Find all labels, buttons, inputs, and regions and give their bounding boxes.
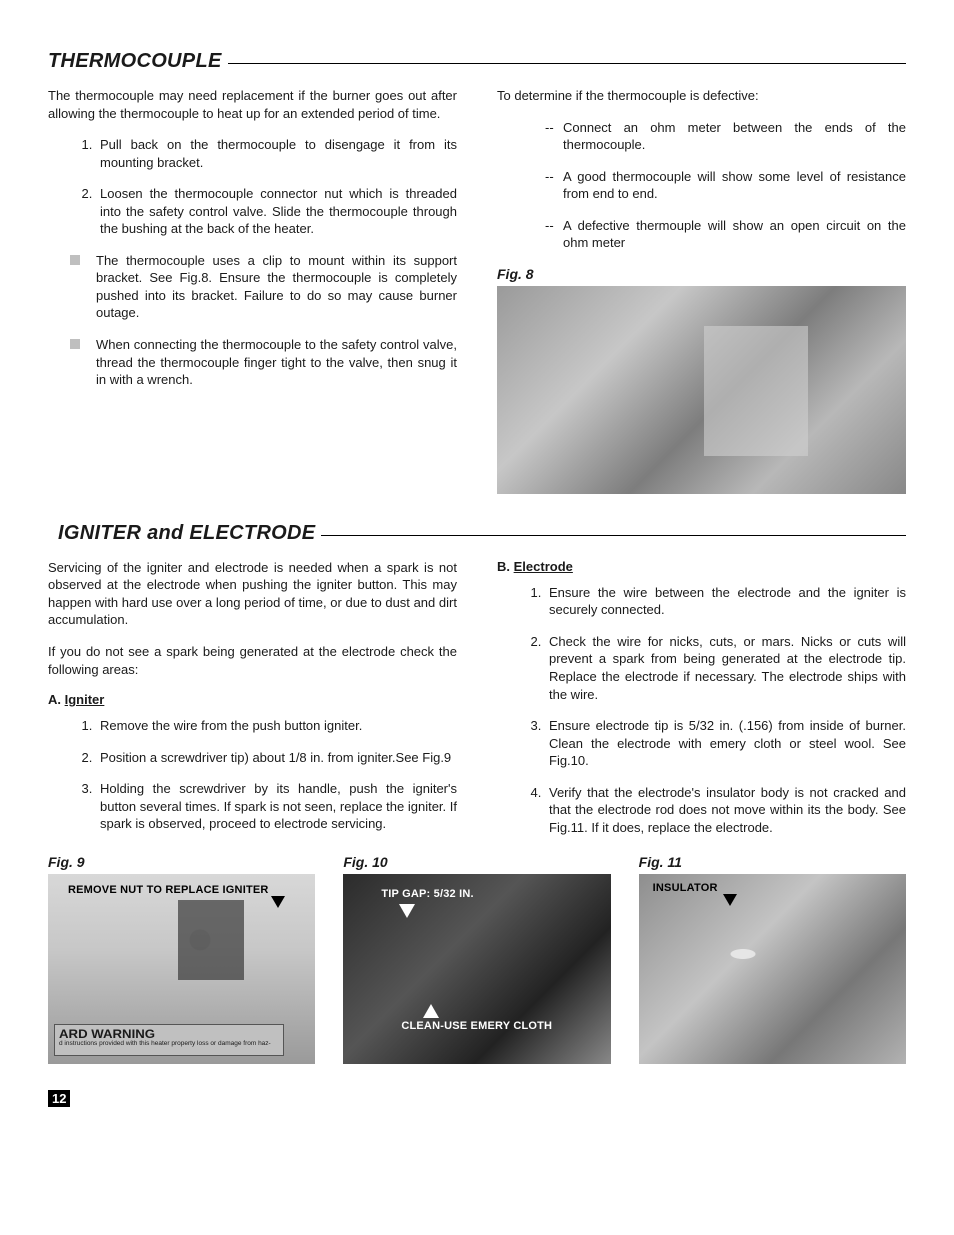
thermocouple-columns: The thermocouple may need replacement if… bbox=[48, 87, 906, 494]
igniter-b-step: Verify that the electrode's insulator bo… bbox=[545, 784, 906, 837]
fig11-caption: Fig. 11 bbox=[639, 854, 906, 870]
thermocouple-left-col: The thermocouple may need replacement if… bbox=[48, 87, 457, 494]
fig10-arrow-up-icon bbox=[423, 1004, 439, 1018]
igniter-left-col: Servicing of the igniter and electrode i… bbox=[48, 559, 457, 851]
igniter-a-step: Remove the wire from the push button ign… bbox=[96, 717, 457, 735]
igniter-a-step: Position a screwdriver tip) about 1/8 in… bbox=[96, 749, 457, 767]
igniter-b-steps: Ensure the wire between the electrode an… bbox=[497, 584, 906, 837]
fig10-caption: Fig. 10 bbox=[343, 854, 610, 870]
fig10-label-bottom: CLEAN-USE EMERY CLOTH bbox=[401, 1020, 552, 1032]
fig11-block: Fig. 11 INSULATOR bbox=[639, 854, 906, 1064]
heading-rule bbox=[321, 535, 906, 536]
fig10-image: TIP GAP: 5/32 IN. CLEAN-USE EMERY CLOTH bbox=[343, 874, 610, 1064]
igniter-intro1: Servicing of the igniter and electrode i… bbox=[48, 559, 457, 629]
fig9-caption: Fig. 9 bbox=[48, 854, 315, 870]
fig9-warning-title: ARD WARNING bbox=[59, 1027, 301, 1041]
sub-a-heading: A. Igniter bbox=[48, 692, 457, 707]
igniter-right-col: B. Electrode Ensure the wire between the… bbox=[497, 559, 906, 851]
thermocouple-intro: The thermocouple may need replacement if… bbox=[48, 87, 457, 122]
fig9-label: REMOVE NUT TO REPLACE IGNITER bbox=[68, 884, 269, 896]
fig8-caption: Fig. 8 bbox=[497, 266, 906, 282]
sub-b-prefix: B. bbox=[497, 559, 514, 574]
heading-rule bbox=[228, 63, 906, 64]
thermocouple-right-intro: To determine if the thermocouple is defe… bbox=[497, 87, 906, 105]
fig11-detail bbox=[729, 904, 869, 1004]
sub-a-label: Igniter bbox=[65, 692, 105, 707]
thermocouple-note: The thermocouple uses a clip to mount wi… bbox=[48, 252, 457, 322]
fig8-image bbox=[497, 286, 906, 494]
thermocouple-check: A good thermocouple will show some level… bbox=[545, 168, 906, 203]
fig10-arrow-down-icon bbox=[399, 904, 415, 918]
heading-thermocouple: THERMOCOUPLE bbox=[48, 50, 222, 73]
igniter-a-steps: Remove the wire from the push button ign… bbox=[48, 717, 457, 833]
fig9-warning-strip: ARD WARNING d instructions provided with… bbox=[54, 1024, 284, 1056]
igniter-b-step: Ensure the wire between the electrode an… bbox=[545, 584, 906, 619]
igniter-b-step: Ensure electrode tip is 5/32 in. (.156) … bbox=[545, 717, 906, 770]
thermocouple-check: Connect an ohm meter between the ends of… bbox=[545, 119, 906, 154]
thermocouple-step: Loosen the thermocouple connector nut wh… bbox=[96, 185, 457, 238]
fig11-image: INSULATOR bbox=[639, 874, 906, 1064]
thermocouple-checks: Connect an ohm meter between the ends of… bbox=[497, 119, 906, 252]
thermocouple-note: When connecting the thermocouple to the … bbox=[48, 336, 457, 389]
sub-a-prefix: A. bbox=[48, 692, 65, 707]
section-heading-igniter: IGNITER and ELECTRODE bbox=[48, 522, 906, 545]
thermocouple-notes: The thermocouple uses a clip to mount wi… bbox=[48, 252, 457, 389]
igniter-a-step: Holding the screwdriver by its handle, p… bbox=[96, 780, 457, 833]
fig9-warning-sub: d instructions provided with this heater… bbox=[59, 1041, 279, 1048]
page-number: 12 bbox=[48, 1090, 70, 1107]
thermocouple-check: A defective thermouple will show an open… bbox=[545, 217, 906, 252]
igniter-columns: Servicing of the igniter and electrode i… bbox=[48, 559, 906, 851]
igniter-intro2: If you do not see a spark being generate… bbox=[48, 643, 457, 678]
figure-row: Fig. 9 REMOVE NUT TO REPLACE IGNITER ARD… bbox=[48, 854, 906, 1064]
fig8-detail bbox=[626, 326, 886, 456]
fig10-block: Fig. 10 TIP GAP: 5/32 IN. CLEAN-USE EMER… bbox=[343, 854, 610, 1064]
sub-b-label: Electrode bbox=[514, 559, 573, 574]
igniter-b-step: Check the wire for nicks, cuts, or mars.… bbox=[545, 633, 906, 703]
thermocouple-step: Pull back on the thermocouple to disenga… bbox=[96, 136, 457, 171]
section-heading-thermocouple: THERMOCOUPLE bbox=[48, 50, 906, 73]
fig9-detail bbox=[68, 900, 288, 980]
fig9-image: REMOVE NUT TO REPLACE IGNITER ARD WARNIN… bbox=[48, 874, 315, 1064]
thermocouple-right-col: To determine if the thermocouple is defe… bbox=[497, 87, 906, 494]
heading-igniter: IGNITER and ELECTRODE bbox=[48, 522, 315, 545]
thermocouple-steps: Pull back on the thermocouple to disenga… bbox=[48, 136, 457, 238]
sub-b-heading: B. Electrode bbox=[497, 559, 906, 574]
fig9-block: Fig. 9 REMOVE NUT TO REPLACE IGNITER ARD… bbox=[48, 854, 315, 1064]
fig10-label-top: TIP GAP: 5/32 IN. bbox=[381, 888, 473, 900]
fig11-label: INSULATOR bbox=[653, 882, 718, 894]
